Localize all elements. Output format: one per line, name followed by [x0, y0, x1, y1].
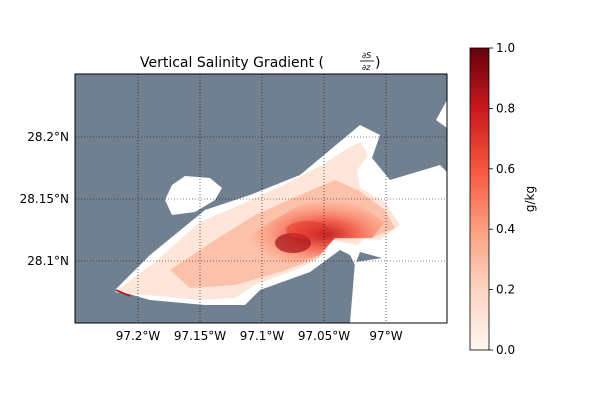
- y-tick-label: 28.2°N: [27, 130, 69, 144]
- masked-water-islet: [165, 176, 222, 215]
- colorbar-tick-labels: 0.0 0.2 0.4 0.6 0.8 1.0: [496, 41, 515, 357]
- title-numerator: ∂S: [362, 51, 371, 60]
- colorbar-scale: [469, 47, 490, 351]
- x-tick-labels: 97.2°W 97.15°W 97.1°W 97.05°W 97°W: [116, 329, 403, 343]
- colorbar-tick-label: 1.0: [496, 41, 515, 55]
- y-tick-label: 28.1°N: [27, 254, 69, 268]
- salinity-channel: [286, 221, 330, 239]
- title-text: Vertical Salinity Gradient (: [140, 55, 324, 71]
- title-close: ): [375, 55, 380, 71]
- colorbar: 0.0 0.2 0.4 0.6 0.8 1.0 g/kg: [469, 41, 537, 357]
- x-tick-label: 97.15°W: [174, 329, 226, 343]
- salinity-edge-high: [115, 289, 131, 297]
- x-tick-label: 97.1°W: [240, 329, 285, 343]
- x-tick-label: 97.05°W: [298, 329, 350, 343]
- colorbar-tick-label: 0.2: [496, 283, 515, 297]
- map-frame: [74, 73, 448, 324]
- y-tick-label: 28.15°N: [20, 192, 69, 206]
- colorbar-ticks: [489, 47, 493, 351]
- colorbar-tick-label: 0.0: [496, 343, 515, 357]
- gridlines: [75, 74, 447, 323]
- map-panel: [75, 74, 447, 323]
- colorbar-label: g/kg: [523, 186, 537, 212]
- map-title: Vertical Salinity Gradient ( ∂S ∂z ): [140, 51, 380, 72]
- colorbar-tick-label: 0.4: [496, 222, 515, 236]
- colorbar-tick-label: 0.8: [496, 101, 515, 115]
- x-tick-label: 97°W: [369, 329, 402, 343]
- title-denominator: ∂z: [362, 63, 371, 72]
- colorbar-tick-label: 0.6: [496, 162, 515, 176]
- y-tick-labels: 28.2°N 28.15°N 28.1°N: [20, 130, 69, 268]
- x-tick-label: 97.2°W: [116, 329, 161, 343]
- masked-water-corner: [436, 100, 447, 128]
- masked-water-lower: [350, 258, 385, 323]
